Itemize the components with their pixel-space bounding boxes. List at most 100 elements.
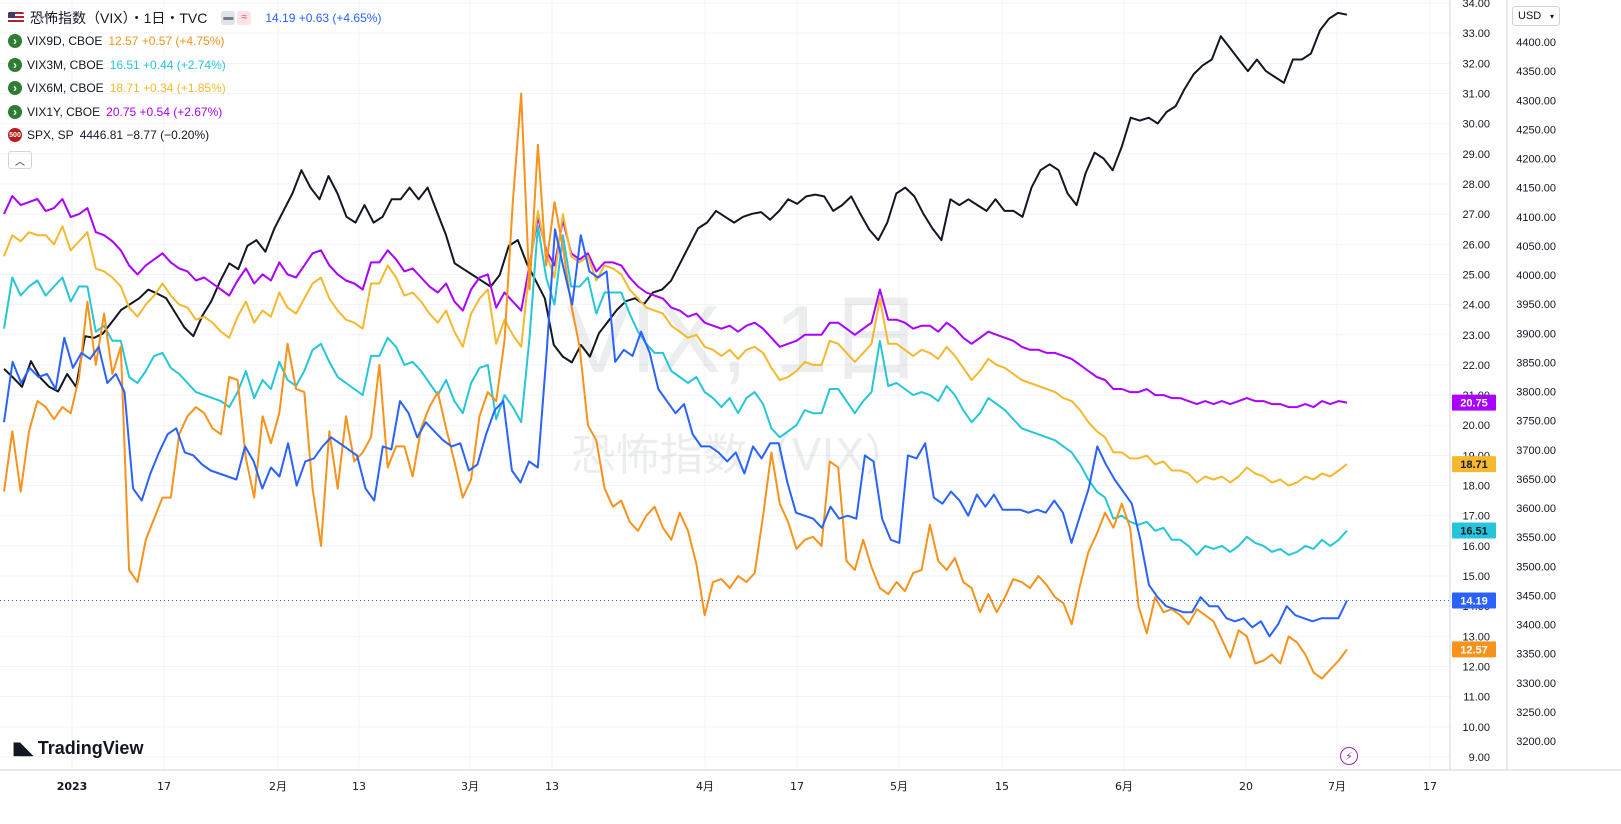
left-price-tick-label: 27.00 bbox=[1462, 209, 1490, 221]
time-tick-label: 2023 bbox=[57, 780, 88, 793]
cboe-icon: › bbox=[8, 34, 22, 49]
legend-series-values: 20.75 +0.54 (+2.67%) bbox=[106, 104, 223, 119]
left-price-tick-label: 13.00 bbox=[1462, 631, 1490, 643]
tv-logo-icon: ▮◣ bbox=[12, 738, 34, 758]
right-price-tick-label: 3750.00 bbox=[1516, 416, 1556, 428]
legend-series-values: 16.51 +0.44 (+2.74%) bbox=[109, 57, 226, 72]
right-price-tick-label: 3900.00 bbox=[1516, 328, 1556, 340]
right-price-tick-label: 3200.00 bbox=[1516, 736, 1556, 748]
right-price-tick-label: 3300.00 bbox=[1516, 678, 1556, 690]
brand-name: TradingView bbox=[37, 738, 144, 758]
last-value-badge bbox=[1452, 641, 1496, 658]
left-price-tick-label: 30.00 bbox=[1462, 119, 1490, 131]
left-price-tick-label: 9.00 bbox=[1469, 752, 1490, 764]
main-values: 14.19 +0.63 (+4.65%) bbox=[265, 10, 382, 25]
compare-mode-toggle[interactable]: ▬ ≈ bbox=[221, 10, 252, 25]
currency-selector[interactable]: USD ▾ bbox=[1512, 6, 1560, 26]
right-price-tick-label: 3650.00 bbox=[1516, 474, 1556, 486]
right-price-tick-label: 4000.00 bbox=[1516, 270, 1556, 282]
right-price-tick-label: 3600.00 bbox=[1516, 503, 1556, 515]
legend-series-values: 4446.81 −8.77 (−0.20%) bbox=[79, 128, 210, 143]
last-value-labels: 20.75 18.71 16.51 14.19 12.57 bbox=[1452, 394, 1496, 658]
last-value-text: 12.57 bbox=[1460, 644, 1488, 656]
symbol-title[interactable]: 恐怖指数（VIX）・1日・TVC bbox=[30, 9, 208, 26]
left-price-tick-label: 28.00 bbox=[1462, 179, 1490, 191]
legend-row[interactable]: › VIX9D, CBOE 12.57 +0.57 (+4.75%) bbox=[8, 30, 381, 54]
time-tick-label: 20 bbox=[1239, 780, 1253, 793]
flash-icon[interactable]: ⚡ bbox=[1340, 747, 1358, 765]
left-price-tick-label: 25.00 bbox=[1462, 269, 1490, 281]
chevron-up-icon: ︿ bbox=[15, 156, 25, 168]
right-price-tick-label: 3400.00 bbox=[1516, 620, 1556, 632]
legend-row[interactable]: › VIX3M, CBOE 16.51 +0.44 (+2.74%) bbox=[8, 53, 381, 77]
legend-series-name: VIX9D, CBOE bbox=[27, 34, 103, 49]
cboe-icon: › bbox=[8, 81, 22, 96]
right-price-tick-label: 3800.00 bbox=[1516, 387, 1556, 399]
time-tick-label: 17 bbox=[790, 780, 804, 793]
watermark-description: 恐怖指数（VIX） bbox=[571, 430, 908, 481]
right-price-tick-label: 3700.00 bbox=[1516, 445, 1556, 457]
left-price-tick-label: 16.00 bbox=[1462, 541, 1490, 553]
left-price-tick-label: 32.00 bbox=[1462, 58, 1490, 70]
right-price-tick-label: 4300.00 bbox=[1516, 95, 1556, 107]
legend: 恐怖指数（VIX）・1日・TVC ▬ ≈ 14.19 +0.63 (+4.65%… bbox=[8, 6, 381, 169]
left-price-tick-label: 15.00 bbox=[1462, 571, 1490, 583]
left-price-tick-label: 29.00 bbox=[1462, 149, 1490, 161]
approx-icon[interactable]: ≈ bbox=[237, 10, 252, 25]
left-price-tick-label: 12.00 bbox=[1462, 662, 1490, 674]
spx-500-icon: 500 bbox=[8, 128, 22, 143]
tradingview-logo[interactable]: ▮◣ TradingView bbox=[12, 738, 143, 759]
chart-grid bbox=[0, 0, 1450, 770]
last-value-text: 18.71 bbox=[1460, 459, 1488, 471]
legend-row[interactable]: › VIX6M, CBOE 18.71 +0.34 (+1.85%) bbox=[8, 77, 381, 101]
left-price-tick-label: 20.00 bbox=[1462, 420, 1490, 432]
legend-series-name: SPX, SP bbox=[27, 128, 74, 143]
legend-series-name: VIX3M, CBOE bbox=[27, 57, 104, 72]
right-price-tick-label: 3850.00 bbox=[1516, 357, 1556, 369]
last-value-badge bbox=[1452, 592, 1496, 609]
legend-series-values: 12.57 +0.57 (+4.75%) bbox=[108, 34, 225, 49]
time-tick-label: 6月 bbox=[1115, 780, 1133, 793]
chart-watermark: VIX, 1日 恐怖指数（VIX） bbox=[566, 286, 923, 481]
right-price-tick-label: 4350.00 bbox=[1516, 66, 1556, 78]
legend-row[interactable]: › VIX1Y, CBOE 20.75 +0.54 (+2.67%) bbox=[8, 100, 381, 124]
time-tick-label: 13 bbox=[352, 780, 366, 793]
collapse-legend-button[interactable]: ︿ bbox=[8, 151, 32, 169]
time-tick-label: 5月 bbox=[890, 780, 908, 793]
left-price-tick-label: 23.00 bbox=[1462, 330, 1490, 342]
legend-series-name: VIX6M, CBOE bbox=[27, 81, 104, 96]
price-axis-background bbox=[1450, 0, 1621, 824]
legend-main-row: 恐怖指数（VIX）・1日・TVC ▬ ≈ 14.19 +0.63 (+4.65%… bbox=[8, 6, 381, 30]
cboe-icon: › bbox=[8, 57, 22, 72]
series-line-vix3m bbox=[3, 225, 1348, 556]
right-price-tick-label: 4250.00 bbox=[1516, 124, 1556, 136]
last-value-badge bbox=[1452, 522, 1496, 539]
series-line-vix bbox=[3, 228, 1348, 638]
time-tick-label: 3月 bbox=[461, 780, 479, 793]
legend-row[interactable]: 500 SPX, SP 4446.81 −8.77 (−0.20%) bbox=[8, 124, 381, 148]
right-price-tick-label: 3500.00 bbox=[1516, 561, 1556, 573]
right-price-tick-label: 3250.00 bbox=[1516, 707, 1556, 719]
right-price-tick-label: 4400.00 bbox=[1516, 37, 1556, 49]
left-price-tick-label: 11.00 bbox=[1463, 692, 1490, 704]
series-line-vix1y bbox=[3, 195, 1348, 409]
legend-series-values: 18.71 +0.34 (+1.85%) bbox=[109, 81, 226, 96]
time-axis-background bbox=[0, 770, 1621, 824]
left-price-tick-label: 18.00 bbox=[1462, 481, 1490, 493]
last-value-badge bbox=[1452, 394, 1496, 411]
time-tick-label: 2月 bbox=[269, 780, 287, 793]
time-tick-label: 17 bbox=[1423, 780, 1437, 793]
right-price-tick-label: 4150.00 bbox=[1516, 183, 1556, 195]
right-price-tick-label: 4050.00 bbox=[1516, 241, 1556, 253]
us-flag-icon bbox=[8, 11, 24, 24]
last-value-text: 14.19 bbox=[1460, 595, 1488, 607]
left-price-tick-label: 24.00 bbox=[1462, 300, 1490, 312]
series-line-spx bbox=[3, 11, 1348, 393]
left-price-tick-label: 31.00 bbox=[1462, 88, 1490, 100]
left-price-tick-label: 22.00 bbox=[1462, 360, 1490, 372]
dash-icon[interactable]: ▬ bbox=[221, 10, 236, 25]
series-layer bbox=[3, 11, 1348, 680]
left-price-tick-label: 33.00 bbox=[1462, 28, 1490, 40]
chevron-down-icon: ▾ bbox=[1549, 11, 1554, 21]
